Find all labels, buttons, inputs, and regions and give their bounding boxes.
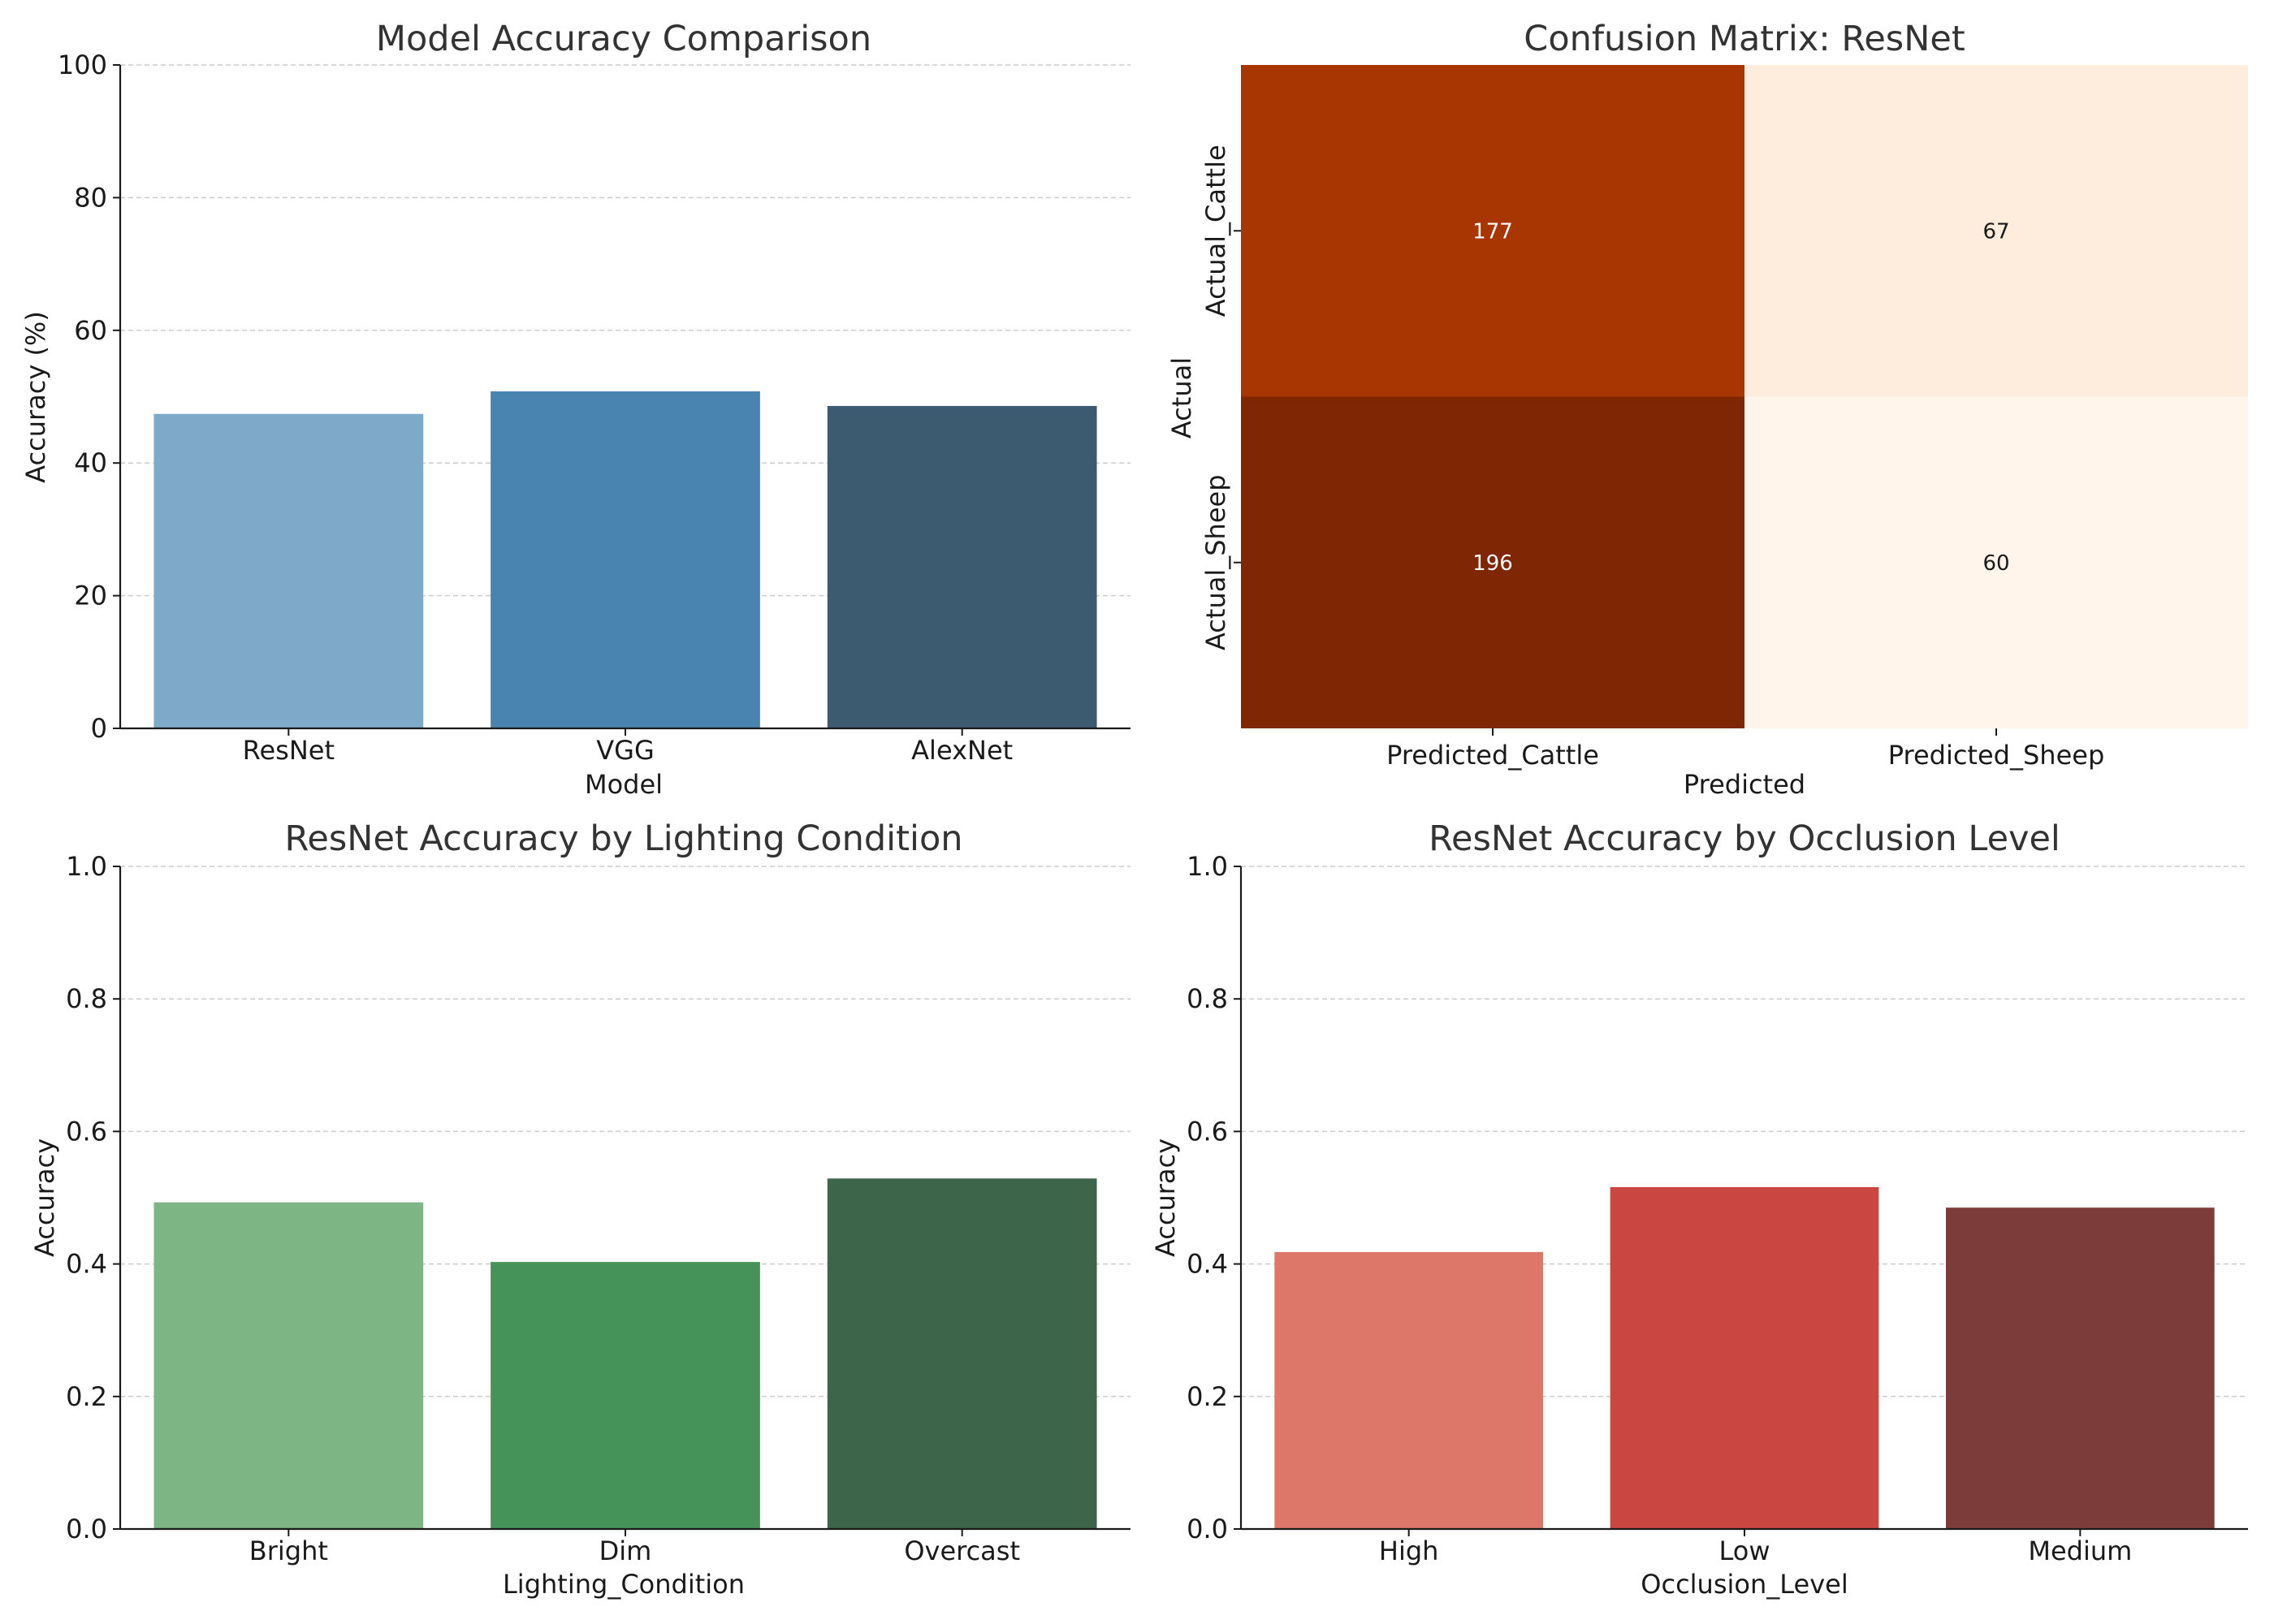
x-tick-label: Bright: [249, 1535, 328, 1566]
lighting-accuracy-chart: ResNet Accuracy by Lighting Condition Ac…: [29, 818, 1131, 1600]
x-tick-label: Overcast: [904, 1535, 1020, 1566]
axes-spines: [119, 866, 1131, 1531]
y-tick-label: 20: [74, 581, 107, 611]
bars: [153, 391, 1097, 728]
bars: [153, 1178, 1097, 1529]
heatmap-cell: [1744, 65, 2248, 397]
chart-title: ResNet Accuracy by Occlusion Level: [1429, 818, 2060, 859]
y-tick-label: 80: [74, 182, 107, 213]
y-tick-label: 0.4: [66, 1249, 107, 1280]
heatmap-cell: [1241, 396, 1744, 728]
chart-title: ResNet Accuracy by Lighting Condition: [284, 818, 962, 859]
cell-value-label: 177: [1472, 219, 1513, 244]
ticks: 0 20 40 60 80 100 ResNet VGG AlexNet: [58, 50, 1013, 766]
y-tick-label: 0.6: [1187, 1116, 1228, 1147]
y-tick-label: 1.0: [1187, 851, 1228, 882]
x-tick-label: VGG: [596, 735, 654, 766]
confusion-matrix-chart: Confusion Matrix: ResNet Actual Predicte…: [1166, 19, 2248, 800]
heatmap-cell: [1744, 396, 2248, 728]
axes-spines: [119, 65, 1131, 730]
bar-bright: [153, 1202, 424, 1529]
ticks: 0.0 0.2 0.4 0.6 0.8 1.0 Bright Dim Overcast: [66, 851, 1020, 1566]
model-accuracy-chart: Model Accuracy Comparison Accuracy (%) M…: [20, 19, 1131, 800]
y-tick-label: 0.2: [1187, 1381, 1228, 1412]
y-tick-label: 0.0: [1187, 1514, 1228, 1544]
chart-title: Confusion Matrix: ResNet: [1524, 19, 1965, 59]
bar-low: [1610, 1186, 1879, 1529]
x-axis-label: Lighting_Condition: [503, 1569, 745, 1600]
x-tick-label: Predicted_Cattle: [1386, 740, 1599, 771]
chart-title: Model Accuracy Comparison: [376, 19, 871, 59]
cell-value-label: 67: [1982, 219, 2009, 244]
bar-vgg: [491, 391, 760, 728]
x-axis-label: Occlusion_Level: [1641, 1569, 1848, 1600]
y-tick-label: 0.2: [66, 1381, 107, 1412]
y-tick-label: Actual_Sheep: [1200, 474, 1231, 650]
x-axis-label: Predicted: [1684, 769, 1805, 800]
y-axis-label: Accuracy (%): [20, 311, 51, 483]
x-tick-label: Predicted_Sheep: [1888, 740, 2105, 771]
y-axis-label: Actual: [1166, 357, 1197, 438]
bar-dim: [491, 1262, 760, 1529]
y-axis-label: Accuracy: [1150, 1138, 1181, 1257]
y-tick-label: 0: [91, 713, 107, 744]
x-axis-label: Model: [585, 769, 663, 800]
bar-alexnet: [827, 405, 1097, 728]
y-tick-label: 0.4: [1187, 1249, 1228, 1280]
y-tick-label: 1.0: [66, 851, 107, 882]
ticks: Predicted_Cattle Predicted_Sheep Actual_Ca…: [1200, 145, 2104, 771]
heatmap-cell: [1241, 65, 1744, 397]
y-tick-label: 60: [74, 315, 107, 346]
bar-high: [1274, 1251, 1543, 1529]
axes-spines: [1239, 866, 2248, 1531]
x-tick-label: High: [1379, 1535, 1439, 1566]
x-tick-label: AlexNet: [911, 735, 1013, 766]
y-tick-label: 100: [58, 50, 107, 80]
x-tick-label: Dim: [599, 1535, 652, 1566]
bar-resnet: [153, 413, 424, 728]
y-tick-label: 0.8: [66, 983, 107, 1014]
bar-overcast: [827, 1178, 1097, 1529]
x-tick-label: Low: [1718, 1535, 1770, 1566]
ticks: 0.0 0.2 0.4 0.6 0.8 1.0 High Low Medium: [1187, 851, 2132, 1566]
y-axis-label: Accuracy: [29, 1138, 60, 1257]
heatmap-cells: 177 67 196 60: [1241, 65, 2248, 728]
y-tick-label: 0.6: [66, 1116, 107, 1147]
y-tick-label: 0.0: [66, 1514, 107, 1544]
y-tick-label: Actual_Cattle: [1200, 145, 1231, 317]
bars: [1274, 1186, 2215, 1529]
y-tick-label: 40: [74, 447, 107, 478]
y-tick-label: 0.8: [1187, 983, 1228, 1014]
cell-value-label: 196: [1472, 551, 1513, 576]
occlusion-accuracy-chart: ResNet Accuracy by Occlusion Level Accur…: [1150, 818, 2248, 1600]
cell-value-label: 60: [1982, 551, 2009, 576]
x-tick-label: ResNet: [243, 735, 335, 766]
bar-medium: [1946, 1207, 2215, 1529]
x-tick-label: Medium: [2028, 1535, 2132, 1566]
